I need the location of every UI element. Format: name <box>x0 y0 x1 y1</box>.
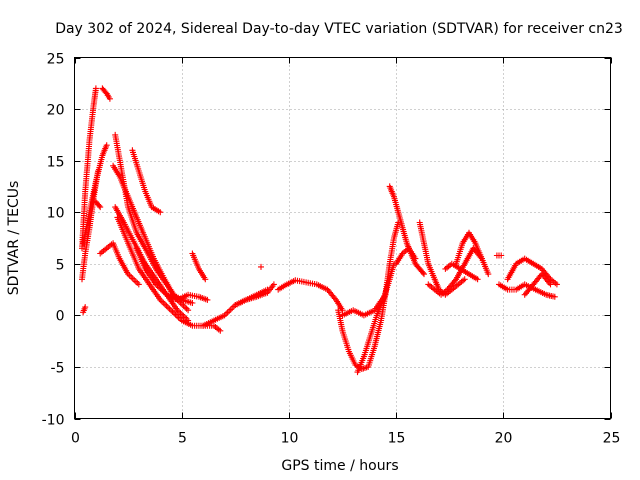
plus-markers <box>129 147 164 216</box>
y-tick-label: 5 <box>56 258 65 274</box>
y-tick-label: 25 <box>47 52 65 68</box>
plus-markers <box>232 281 277 308</box>
plus-markers <box>442 260 481 283</box>
x-tick-label: 5 <box>178 431 187 447</box>
x-axis-label: GPS time / hours <box>281 458 398 474</box>
data-series <box>232 281 277 308</box>
plus-markers <box>416 219 468 298</box>
plus-markers <box>99 85 113 102</box>
data-series <box>339 291 389 319</box>
data-series <box>97 240 142 288</box>
plus-markers <box>275 277 346 314</box>
plus-markers <box>189 250 209 283</box>
data-series <box>92 198 104 211</box>
data-series <box>80 304 89 316</box>
axis-ticks: 0 5 10 15 20 25 -10 -5 0 5 10 15 20 25 <box>42 52 621 447</box>
plus-markers <box>504 255 560 288</box>
plus-markers <box>339 291 389 319</box>
data-series <box>80 142 110 247</box>
data-series <box>416 219 468 298</box>
data-series <box>453 229 492 278</box>
data-series <box>189 250 209 283</box>
plus-markers <box>354 260 397 376</box>
data-series <box>129 147 164 216</box>
y-tick-label: 20 <box>47 103 65 119</box>
data-series <box>504 255 560 288</box>
y-tick-label: 15 <box>47 155 65 171</box>
plus-markers <box>493 252 505 259</box>
grid <box>74 57 611 419</box>
x-tick-label: 10 <box>281 431 299 447</box>
y-tick-label: -5 <box>51 361 65 377</box>
x-tick-label: 20 <box>495 431 513 447</box>
y-tick-label: -10 <box>42 413 65 429</box>
plus-markers <box>80 304 89 316</box>
data-series <box>354 260 397 376</box>
y-axis-label: SDTVAR / TECUs <box>6 181 22 296</box>
x-tick-label: 0 <box>71 431 80 447</box>
plus-markers <box>92 198 104 211</box>
data-points <box>79 85 560 376</box>
data-series <box>99 85 113 102</box>
plus-markers <box>258 263 264 270</box>
plot-frame <box>74 57 611 419</box>
data-series <box>493 252 505 259</box>
plus-markers <box>393 245 419 267</box>
plus-markers <box>133 245 211 303</box>
x-tick-label: 25 <box>603 431 621 447</box>
plus-markers <box>335 219 402 372</box>
data-series <box>258 263 264 270</box>
data-series <box>442 260 481 283</box>
data-series <box>275 277 346 314</box>
x-tick-label: 15 <box>388 431 406 447</box>
y-tick-label: 10 <box>47 206 65 222</box>
data-series <box>393 245 419 267</box>
y-tick-label: 0 <box>56 309 65 325</box>
plus-markers <box>521 271 554 298</box>
data-series <box>133 245 211 303</box>
chart-title: Day 302 of 2024, Sidereal Day-to-day VTE… <box>55 21 623 37</box>
plus-markers <box>453 229 492 278</box>
data-series <box>521 271 554 298</box>
data-series <box>335 219 402 372</box>
plus-markers <box>97 240 142 288</box>
plus-markers <box>80 142 110 247</box>
